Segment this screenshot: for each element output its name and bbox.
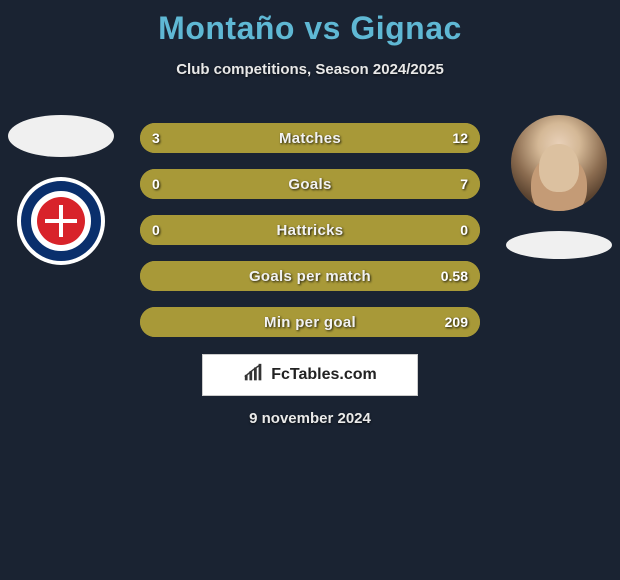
player1-club-badge (17, 177, 105, 265)
player2-photo (511, 115, 607, 211)
brand-badge: FcTables.com (202, 354, 418, 396)
stat-row: 0 0Hattricks (140, 215, 480, 245)
stat-value-right: 0.58 (441, 261, 468, 291)
stat-value-right: 0 (460, 215, 468, 245)
club-badge-ring (21, 181, 101, 261)
stat-bars: 312Matches07Goals00Hattricks0.58Goals pe… (140, 123, 480, 337)
stat-label: Goals (140, 169, 480, 199)
stat-row: 209Min per goal (140, 307, 480, 337)
stat-row: 3 12Matches (140, 123, 480, 153)
subtitle: Club competitions, Season 2024/2025 (0, 61, 620, 78)
stat-label: Goals per match (140, 261, 480, 291)
right-column (504, 115, 614, 259)
stat-label: Matches (140, 123, 480, 153)
brand-chart-icon (243, 363, 265, 388)
stat-label: Min per goal (140, 307, 480, 337)
left-column (6, 115, 116, 265)
stat-value-left: 0 (152, 169, 160, 199)
title-player1: Montaño (158, 10, 295, 46)
stat-value-left: 0 (152, 215, 160, 245)
stat-label: Hattricks (140, 215, 480, 245)
brand-text: FcTables.com (271, 366, 377, 384)
stat-value-right: 12 (452, 123, 468, 153)
date-text: 9 november 2024 (0, 410, 620, 427)
stat-value-right: 209 (445, 307, 468, 337)
player1-placeholder-oval (8, 115, 114, 157)
title-player2: Gignac (350, 10, 461, 46)
stat-value-right: 7 (460, 169, 468, 199)
club-badge-inner (37, 197, 85, 245)
stat-row: 0.58Goals per match (140, 261, 480, 291)
stat-row: 0 7Goals (140, 169, 480, 199)
comparison-card: Montaño vs Gignac Club competitions, Sea… (0, 0, 620, 580)
player2-club-placeholder-oval (506, 231, 612, 259)
title-vs: vs (304, 10, 341, 46)
stat-value-left: 3 (152, 123, 160, 153)
page-title: Montaño vs Gignac (0, 0, 620, 47)
